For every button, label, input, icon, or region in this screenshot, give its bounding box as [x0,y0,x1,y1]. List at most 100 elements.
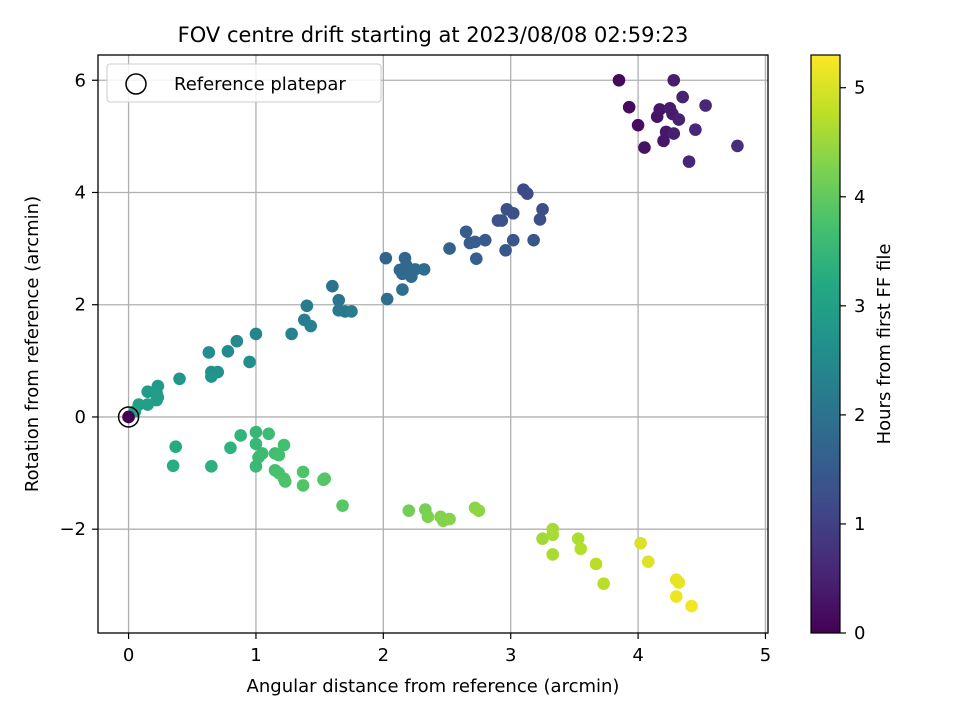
data-point [141,398,154,411]
data-point [689,123,702,136]
data-point [234,429,247,442]
data-point [243,355,256,369]
data-point [574,542,588,556]
data-point [249,437,263,451]
plot-frame [97,54,769,634]
colorbar-tick-label: 4 [854,187,865,208]
data-point [202,346,216,359]
data-point [634,536,647,550]
x-tick-label: 1 [250,645,261,666]
data-point [622,100,636,114]
data-point [205,370,218,383]
x-tick-label: 2 [378,645,389,666]
y-axis-label: Rotation from reference (arcmin) [22,196,43,492]
data-point [417,263,431,276]
colorbar-tick-label: 5 [854,78,865,99]
data-point [676,90,689,104]
data-point [641,555,655,569]
data-point [546,528,560,542]
data-point [224,441,237,455]
data-point [478,233,492,247]
data-point [631,118,645,132]
data-point [256,447,269,460]
data-point [459,225,473,239]
reference-platepar-marker [117,406,140,428]
data-point [249,425,263,439]
legend-marker-reference [125,73,147,95]
data-point [262,427,275,441]
data-point [495,214,509,227]
data-point [249,327,263,341]
data-point [296,465,310,479]
data-point [731,139,744,153]
y-tick-label: 4 [75,182,86,203]
data-point [379,251,393,265]
colorbar-tick-label: 1 [854,514,865,535]
data-point [173,372,186,386]
y-tick-label: 6 [75,70,86,91]
y-tick-label: −2 [59,519,86,540]
data-point [285,327,298,341]
data-point [336,499,349,512]
data-point [612,73,626,87]
data-point [546,548,560,561]
data-point [326,279,339,293]
data-point [221,344,235,358]
colorbar-ticks: 0 1 2 3 4 5 [840,78,865,644]
legend-label-reference: Reference platepar [174,74,346,95]
data-point [472,504,486,517]
data-point [499,243,512,257]
x-tick-label: 5 [760,645,771,666]
data-point [380,292,394,306]
x-axis-ticks: 0 1 2 3 4 5 [123,633,771,666]
data-point [470,252,483,266]
data-point [669,590,683,603]
colorbar-tick-label: 3 [854,296,865,317]
data-point [122,410,135,424]
chart-title: FOV centre drift starting at 2023/08/08 … [178,23,689,47]
y-tick-label: 0 [75,407,86,428]
data-point [520,187,534,200]
data-point [166,459,180,473]
data-point [672,113,686,126]
data-point [421,510,435,524]
data-point [396,283,409,296]
legend-box [106,63,382,103]
data-point [685,599,698,613]
data-point [296,479,310,492]
data-point [277,438,291,452]
data-point [318,472,332,485]
y-axis-ticks: −2 0 2 4 6 [59,70,98,540]
data-point [667,73,681,87]
x-axis-label: Angular distance from reference (arcmin) [247,676,620,697]
data-point [272,448,286,462]
data-point [332,293,346,307]
data-point [672,576,686,589]
colorbar-tick-label: 2 [854,405,865,426]
reference-marker [117,406,140,428]
x-tick-label: 3 [505,645,516,666]
data-point [205,460,218,473]
data-point [304,319,318,333]
data-point [653,103,667,116]
data-point [597,577,610,590]
data-point [230,334,244,348]
data-point [300,299,314,313]
data-point [408,263,422,276]
data-point [468,235,482,249]
data-point [699,99,712,112]
colorbar-gradient [810,54,841,634]
data-point [443,512,456,526]
data-point [536,203,549,216]
data-point [589,557,603,571]
data-point [402,504,416,517]
x-tick-label: 4 [632,645,643,666]
data-point [506,206,520,220]
colorbar-label: Hours from first FF file [874,244,895,445]
colorbar-tick-label: 0 [854,623,865,644]
legend: Reference platepar [106,63,382,103]
y-tick-label: 2 [75,295,86,316]
data-point [506,233,520,247]
data-point [345,305,358,318]
